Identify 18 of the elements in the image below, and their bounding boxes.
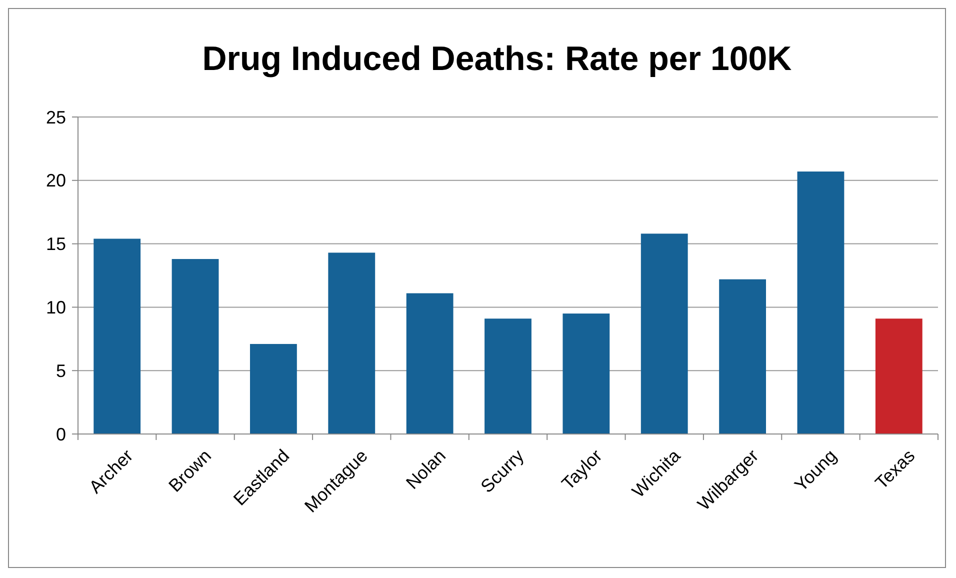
y-tick-label: 5 — [56, 360, 66, 381]
y-tick-label: 15 — [46, 234, 66, 254]
bar — [719, 279, 766, 434]
bar — [640, 234, 688, 434]
bar — [328, 252, 376, 434]
bar — [172, 259, 219, 434]
bar — [562, 314, 610, 434]
y-tick-label: 25 — [46, 107, 66, 128]
bar — [797, 172, 844, 434]
bar — [484, 318, 532, 434]
y-tick-label: 0 — [56, 424, 66, 444]
bar — [250, 344, 297, 434]
bar — [406, 293, 454, 434]
y-tick-label: 10 — [46, 298, 66, 318]
bar — [94, 238, 141, 434]
bar — [875, 318, 922, 434]
chart-title: Drug Induced Deaths: Rate per 100K — [202, 40, 792, 78]
y-tick-label: 20 — [46, 170, 66, 191]
